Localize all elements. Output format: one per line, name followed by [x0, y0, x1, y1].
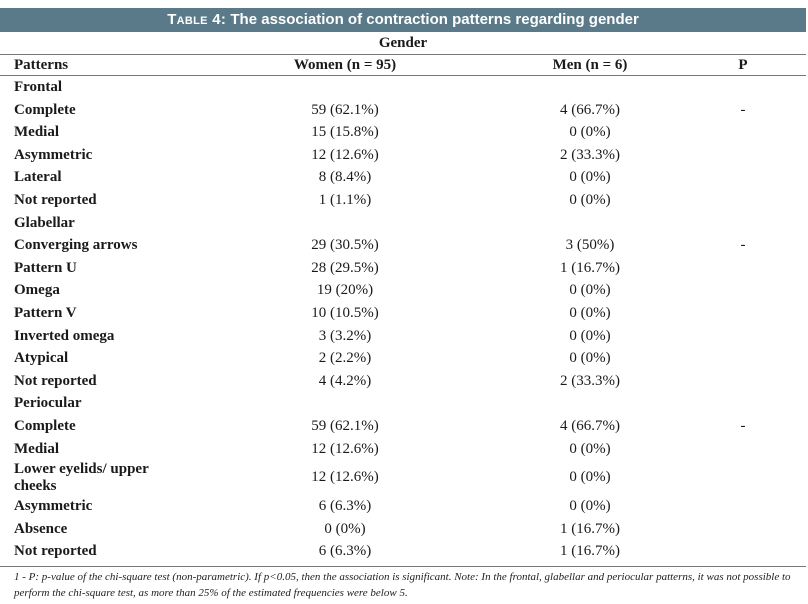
table-bottom-divider	[0, 566, 806, 567]
women-value: 10 (10.5%)	[311, 304, 379, 321]
men-value: 2 (33.3%)	[560, 372, 620, 389]
table-number: Table 4:	[167, 11, 227, 28]
row-label: Inverted omega	[14, 327, 115, 344]
table-caption: The association of contraction patterns …	[226, 11, 639, 28]
table-row: Not reported 4 (4.2%) 2 (33.3%)	[0, 370, 806, 393]
table-row: Not reported 1 (1.1%) 0 (0%)	[0, 189, 806, 212]
table-row: Atypical 2 (2.2%) 0 (0%)	[0, 347, 806, 370]
women-value: 6 (6.3%)	[318, 498, 372, 515]
column-header-women: Women (n = 95)	[293, 57, 397, 73]
row-label: Asymmetric	[14, 146, 93, 163]
table-row: Inverted omega 3 (3.2%) 0 (0%)	[0, 325, 806, 348]
p-value: -	[740, 101, 746, 118]
women-value: 4 (4.2%)	[318, 372, 372, 389]
row-label: Not reported	[14, 191, 97, 208]
row-label: Pattern V	[14, 304, 77, 321]
men-value: 4 (66.7%)	[560, 417, 620, 434]
women-value: 0 (0%)	[324, 520, 366, 537]
men-value: 0 (0%)	[569, 169, 611, 186]
women-value: 2 (2.2%)	[318, 350, 372, 367]
table-row: Frontal	[0, 76, 806, 99]
group-header: Gender	[0, 33, 806, 55]
row-label: Atypical	[14, 350, 69, 367]
men-value: 0 (0%)	[569, 282, 611, 299]
men-value: 1 (16.7%)	[560, 520, 620, 537]
row-label: Asymmetric	[14, 498, 93, 515]
p-value: -	[740, 417, 746, 434]
table-title: Table 4: The association of contraction …	[0, 8, 806, 32]
men-value: 1 (16.7%)	[560, 259, 620, 276]
table-row: Lateral 8 (8.4%) 0 (0%)	[0, 166, 806, 189]
men-value: 0 (0%)	[569, 469, 611, 486]
table-row: Omega 19 (20%) 0 (0%)	[0, 279, 806, 302]
women-value: 15 (15.8%)	[311, 124, 379, 141]
row-label: Omega	[14, 282, 60, 299]
row-label: Not reported	[14, 543, 97, 560]
women-value: 12 (12.6%)	[311, 469, 379, 486]
men-value: 0 (0%)	[569, 350, 611, 367]
women-value: 29 (30.5%)	[311, 237, 379, 254]
column-header-men: Men (n = 6)	[552, 57, 628, 73]
row-label: Frontal	[14, 79, 63, 95]
row-label: Glabellar	[14, 214, 75, 231]
women-value: 59 (62.1%)	[311, 417, 379, 434]
table-row: Pattern V 10 (10.5%) 0 (0%)	[0, 302, 806, 325]
table-row: Absence 0 (0%) 1 (16.7%)	[0, 518, 806, 541]
table-row: Not reported 6 (6.3%) 1 (16.7%)	[0, 540, 806, 563]
men-value: 1 (16.7%)	[560, 543, 620, 560]
row-label: Complete	[14, 417, 76, 434]
women-value: 28 (29.5%)	[311, 259, 379, 276]
row-label: Lateral	[14, 169, 62, 186]
women-value: 12 (12.6%)	[311, 146, 379, 163]
row-label: Medial	[14, 124, 59, 141]
men-value: 0 (0%)	[569, 327, 611, 344]
women-value: 8 (8.4%)	[318, 169, 372, 186]
table-row: Pattern U 28 (29.5%) 1 (16.7%)	[0, 257, 806, 280]
table-row: Asymmetric 6 (6.3%) 0 (0%)	[0, 495, 806, 518]
men-value: 0 (0%)	[569, 498, 611, 515]
men-value: 3 (50%)	[565, 237, 615, 254]
women-value: 19 (20%)	[316, 282, 374, 299]
row-label: Lower eyelids/ upper cheeks	[14, 461, 149, 495]
row-label: Converging arrows	[14, 237, 138, 254]
column-header-p: P	[738, 57, 748, 73]
table-footnote: 1 - P: p-value of the chi-square test (n…	[14, 571, 791, 599]
women-value: 3 (3.2%)	[318, 327, 372, 344]
column-header-patterns: Patterns	[14, 57, 69, 73]
row-label: Not reported	[14, 372, 97, 389]
table-body: Frontal Complete 59 (62.1%) 4 (66.7%) - Media…	[0, 76, 806, 563]
row-label: Complete	[14, 101, 76, 118]
row-label: Medial	[14, 440, 59, 457]
women-value: 59 (62.1%)	[311, 101, 379, 118]
table-row: Complete 59 (62.1%) 4 (66.7%) -	[0, 415, 806, 438]
row-label: Periocular	[14, 395, 82, 412]
table-row: Converging arrows 29 (30.5%) 3 (50%) -	[0, 234, 806, 257]
men-value: 0 (0%)	[569, 440, 611, 457]
women-value: 12 (12.6%)	[311, 440, 379, 457]
table-row: Medial 12 (12.6%) 0 (0%)	[0, 438, 806, 461]
p-value: -	[740, 237, 746, 254]
table-row: Lower eyelids/ upper cheeks 12 (12.6%) 0 (…	[0, 460, 806, 495]
header-divider	[0, 75, 806, 76]
row-label: Pattern U	[14, 259, 77, 276]
table-row: Periocular	[0, 392, 806, 415]
table-row: Asymmetric 12 (12.6%) 2 (33.3%)	[0, 144, 806, 167]
men-value: 2 (33.3%)	[560, 146, 620, 163]
women-value: 1 (1.1%)	[318, 191, 372, 208]
table-row: Glabellar	[0, 212, 806, 235]
women-value: 6 (6.3%)	[318, 543, 372, 560]
men-value: 0 (0%)	[569, 191, 611, 208]
men-value: 0 (0%)	[569, 304, 611, 321]
table-row: Complete 59 (62.1%) 4 (66.7%) -	[0, 99, 806, 122]
men-value: 0 (0%)	[569, 124, 611, 141]
men-value: 4 (66.7%)	[560, 101, 620, 118]
table-row: Medial 15 (15.8%) 0 (0%)	[0, 121, 806, 144]
row-label: Absence	[14, 520, 68, 537]
